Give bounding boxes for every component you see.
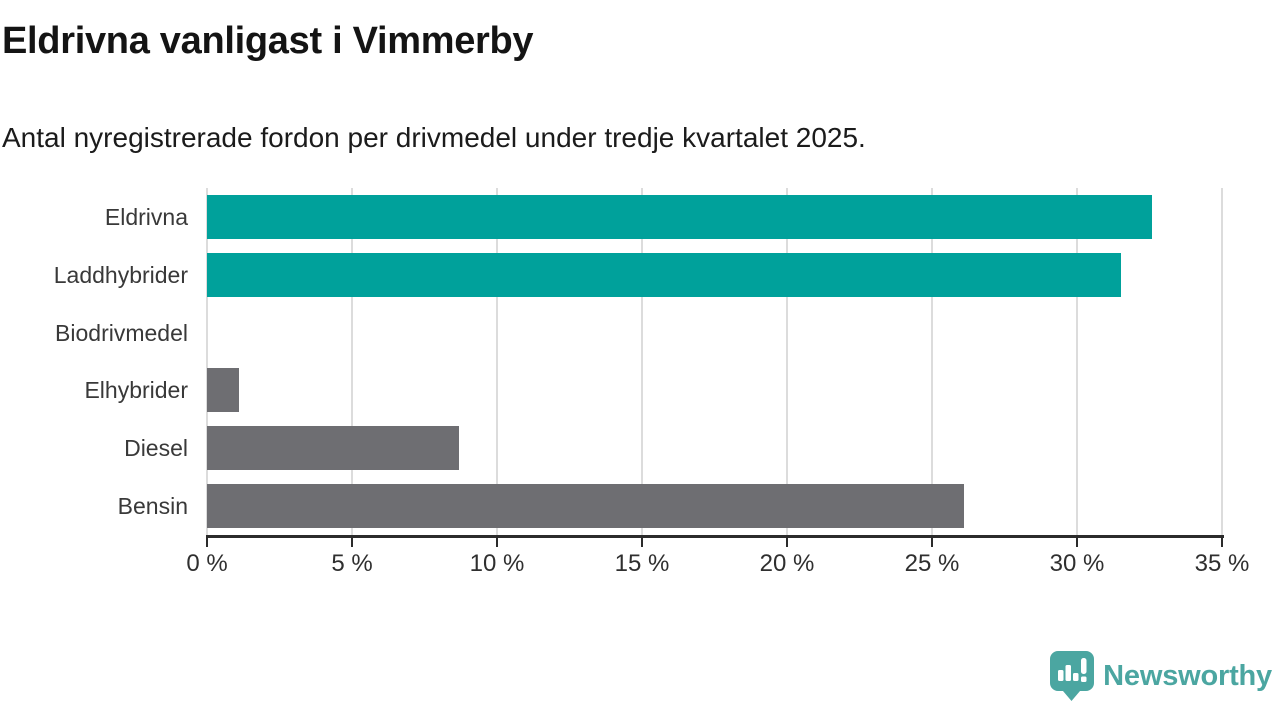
y-axis-label-elhybrider: Elhybrider — [84, 377, 188, 404]
bar-elhybrider — [207, 368, 239, 413]
newsworthy-logo-text: Newsworthy — [1103, 659, 1272, 692]
bar-laddhybrider — [207, 252, 1121, 297]
newsworthy-logo: Newsworthy — [1050, 651, 1272, 701]
gridline-5 — [351, 188, 353, 535]
bar-diesel — [207, 426, 460, 471]
x-axis-tick-20 — [785, 537, 789, 547]
x-axis-tick-15 — [640, 537, 644, 547]
gridline-0 — [206, 188, 208, 535]
y-axis-label-laddhybrider: Laddhybrider — [53, 261, 188, 288]
x-axis-line — [205, 535, 1224, 538]
y-axis-label-diesel: Diesel — [124, 435, 188, 462]
x-axis-tick-5 — [350, 537, 354, 547]
x-axis-tick-35 — [1220, 537, 1224, 547]
gridline-10 — [496, 188, 498, 535]
chart-title: Eldrivna vanligast i Vimmerby — [2, 20, 534, 62]
x-axis-tick-label-0: 0 % — [186, 550, 228, 577]
y-axis-label-biodrivmedel: Biodrivmedel — [55, 319, 188, 346]
x-axis-tick-label-15: 15 % — [614, 550, 670, 577]
x-axis-tick-label-30: 30 % — [1049, 550, 1105, 577]
gridline-30 — [1076, 188, 1078, 535]
chart-subtitle: Antal nyregistrerade fordon per drivmede… — [2, 122, 866, 153]
bar-eldrivna — [207, 194, 1153, 239]
gridline-25 — [931, 188, 933, 535]
x-axis-tick-30 — [1075, 537, 1079, 547]
x-axis-tick-label-35: 35 % — [1194, 550, 1250, 577]
x-axis-tick-25 — [930, 537, 934, 547]
newsworthy-speech-bubble-chart-icon — [1050, 651, 1095, 701]
bar-bensin — [207, 484, 964, 529]
y-axis-label-bensin: Bensin — [117, 493, 188, 520]
x-axis-tick-label-25: 25 % — [904, 550, 960, 577]
gridline-15 — [641, 188, 643, 535]
x-axis-tick-label-20: 20 % — [759, 550, 815, 577]
gridline-35 — [1221, 188, 1223, 535]
x-axis-tick-label-10: 10 % — [469, 550, 525, 577]
x-axis-tick-10 — [495, 537, 499, 547]
x-axis-tick-label-5: 5 % — [331, 550, 373, 577]
y-axis-label-eldrivna: Eldrivna — [104, 203, 188, 230]
gridline-20 — [786, 188, 788, 535]
x-axis-tick-0 — [205, 537, 209, 547]
